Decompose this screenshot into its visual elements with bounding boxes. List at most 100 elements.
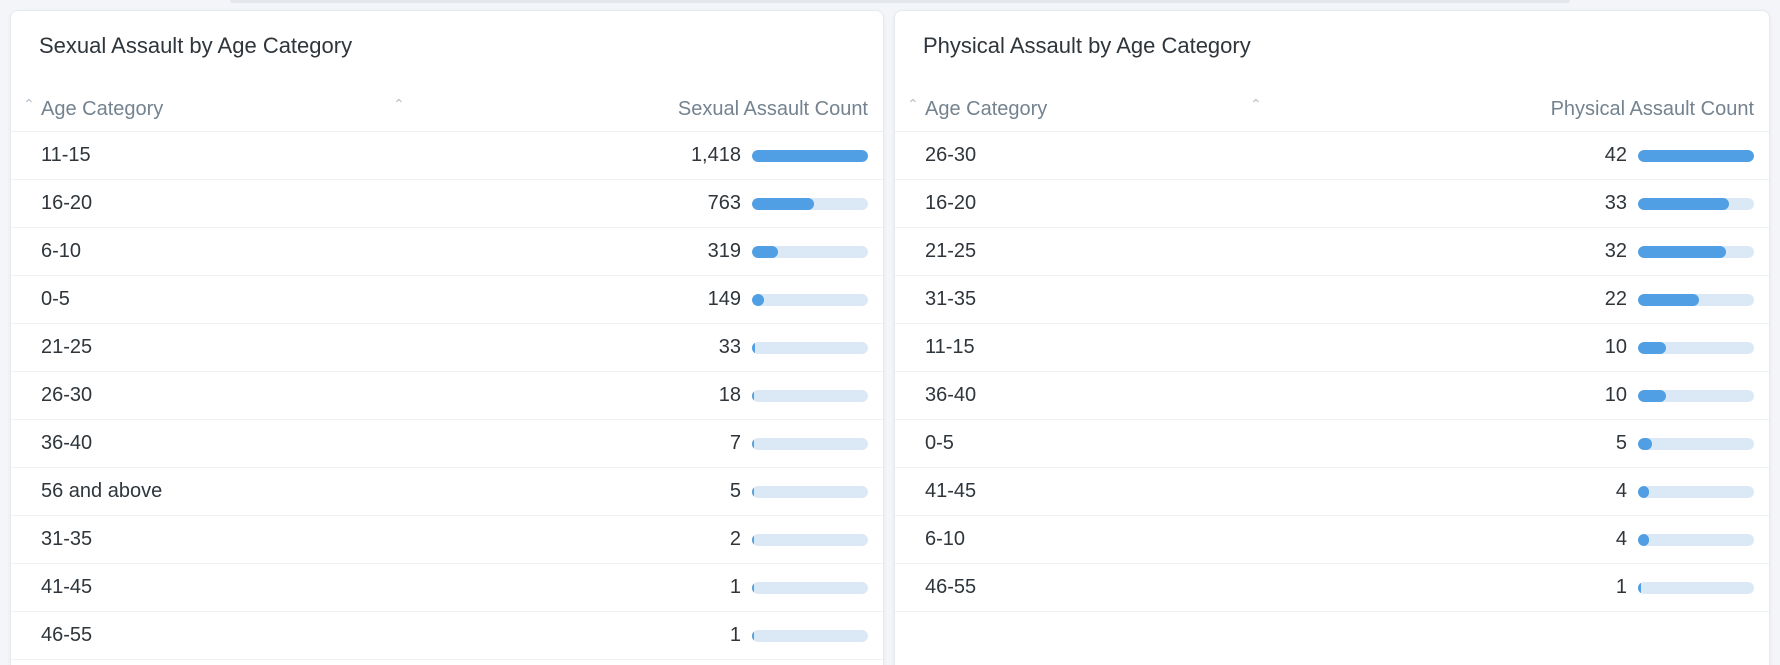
- table-row: 0-5 5: [895, 420, 1769, 468]
- count-value-cell: 18: [718, 384, 741, 406]
- age-category-cell: 6-10: [41, 240, 82, 262]
- count-bar-fill: [1638, 438, 1652, 450]
- count-bar-fill: [752, 582, 754, 594]
- physical-assault-table: ⌃ Age Category ⌃ Physical Assault Count …: [895, 86, 1769, 612]
- age-category-cell: 41-45: [41, 576, 93, 598]
- count-bar-track: [1638, 534, 1754, 546]
- count-bar-fill: [1638, 582, 1641, 594]
- table-body: 26-30 42 16-20 33 21-25 32 31-35 22 11-15 10 36-40…: [895, 132, 1769, 612]
- count-bar-track: [752, 438, 868, 450]
- age-category-cell: 46-55: [41, 624, 93, 646]
- count-value-cell: 33: [718, 336, 741, 358]
- table-row: 41-45 4: [895, 468, 1769, 516]
- column-header-age-category[interactable]: Age Category: [925, 98, 1048, 120]
- count-bar-fill: [752, 534, 754, 546]
- age-category-cell: 36-40: [41, 432, 93, 454]
- count-bar-track: [1638, 342, 1754, 354]
- sexual-assault-table: ⌃ Age Category ⌃ Sexual Assault Count 11…: [11, 86, 883, 660]
- count-bar-track: [1638, 246, 1754, 258]
- age-category-cell: 31-35: [925, 288, 977, 310]
- column-header-count[interactable]: Sexual Assault Count: [677, 98, 868, 120]
- table-row: 21-25 32: [895, 228, 1769, 276]
- count-bar-fill: [752, 390, 754, 402]
- count-bar-track: [1638, 486, 1754, 498]
- count-value-cell: 1,418: [690, 144, 741, 166]
- count-value-cell: 1: [1615, 576, 1627, 598]
- count-bar-fill: [1638, 534, 1650, 546]
- table-row: 16-20 33: [895, 180, 1769, 228]
- count-bar-track: [1638, 582, 1754, 594]
- count-bar-track: [752, 246, 868, 258]
- sort-caret-icon[interactable]: ⌃: [1250, 96, 1262, 112]
- age-category-cell: 26-30: [925, 144, 977, 166]
- count-bar-track: [1638, 150, 1754, 162]
- count-bar-fill: [752, 342, 755, 354]
- table-row: 16-20 763: [11, 180, 883, 228]
- age-category-cell: 26-30: [41, 384, 93, 406]
- count-value-cell: 22: [1604, 288, 1627, 310]
- count-bar-fill: [752, 486, 754, 498]
- table-row: 21-25 33: [11, 324, 883, 372]
- count-value-cell: 1: [729, 624, 741, 646]
- card-title: Sexual Assault by Age Category: [39, 33, 353, 58]
- count-bar-fill: [1638, 246, 1727, 258]
- count-bar-track: [1638, 438, 1754, 450]
- count-bar-fill: [752, 294, 765, 306]
- table-row: 36-40 10: [895, 372, 1769, 420]
- count-bar-fill: [752, 150, 868, 162]
- age-category-cell: 21-25: [41, 336, 93, 358]
- column-header-count[interactable]: Physical Assault Count: [1550, 98, 1754, 120]
- count-bar-track: [752, 486, 868, 498]
- count-bar-fill: [1638, 390, 1666, 402]
- table-header: ⌃ Age Category ⌃ Sexual Assault Count: [11, 86, 883, 132]
- age-category-cell: 41-45: [925, 480, 977, 502]
- sort-caret-icon[interactable]: ⌃: [23, 96, 35, 112]
- sort-caret-icon[interactable]: ⌃: [393, 96, 405, 112]
- table-row: 36-40 7: [11, 420, 883, 468]
- table-row: 11-15 1,418: [11, 132, 883, 180]
- count-bar-fill: [752, 438, 754, 450]
- count-value-cell: 32: [1604, 240, 1627, 262]
- age-category-cell: 0-5: [925, 432, 954, 454]
- count-value-cell: 5: [729, 480, 741, 502]
- table-row: 26-30 18: [11, 372, 883, 420]
- count-value-cell: 33: [1604, 192, 1627, 214]
- age-category-cell: 46-55: [925, 576, 977, 598]
- table-row: 41-45 1: [11, 564, 883, 612]
- top-card-edge: [230, 0, 1570, 3]
- count-value-cell: 2: [729, 528, 741, 550]
- count-bar-fill: [752, 198, 815, 210]
- age-category-cell: 11-15: [41, 144, 91, 166]
- count-value-cell: 5: [1615, 432, 1627, 454]
- count-bar-track: [752, 390, 868, 402]
- column-header-age-category[interactable]: Age Category: [41, 98, 164, 120]
- count-bar-fill: [1638, 294, 1699, 306]
- age-category-cell: 31-35: [41, 528, 93, 550]
- age-category-cell: 11-15: [925, 336, 975, 358]
- count-value-cell: 4: [1615, 480, 1627, 502]
- count-bar-fill: [1638, 198, 1730, 210]
- sexual-assault-card: Sexual Assault by Age Category ⌃ Age Cat…: [10, 10, 884, 665]
- sort-caret-icon[interactable]: ⌃: [907, 96, 919, 112]
- count-bar-track: [752, 534, 868, 546]
- age-category-cell: 16-20: [925, 192, 977, 214]
- table-row: 6-10 319: [11, 228, 883, 276]
- physical-assault-card: Physical Assault by Age Category ⌃ Age C…: [894, 10, 1770, 665]
- count-bar-fill: [1638, 486, 1650, 498]
- card-title: Physical Assault by Age Category: [923, 33, 1251, 58]
- age-category-cell: 56 and above: [41, 480, 163, 502]
- count-bar-fill: [752, 246, 779, 258]
- count-value-cell: 763: [707, 192, 741, 214]
- count-value-cell: 7: [729, 432, 741, 454]
- table-row: 0-5 149: [11, 276, 883, 324]
- table-row: 56 and above 5: [11, 468, 883, 516]
- count-bar-fill: [1638, 150, 1754, 162]
- table-row: 6-10 4: [895, 516, 1769, 564]
- count-value-cell: 149: [707, 288, 741, 310]
- age-category-cell: 6-10: [925, 528, 966, 550]
- age-category-cell: 0-5: [41, 288, 70, 310]
- table-row: 26-30 42: [895, 132, 1769, 180]
- table-body: 11-15 1,418 16-20 763 6-10 319 0-5 149 21-25 33 26…: [11, 132, 883, 660]
- count-bar-track: [752, 294, 868, 306]
- count-bar-track: [1638, 390, 1754, 402]
